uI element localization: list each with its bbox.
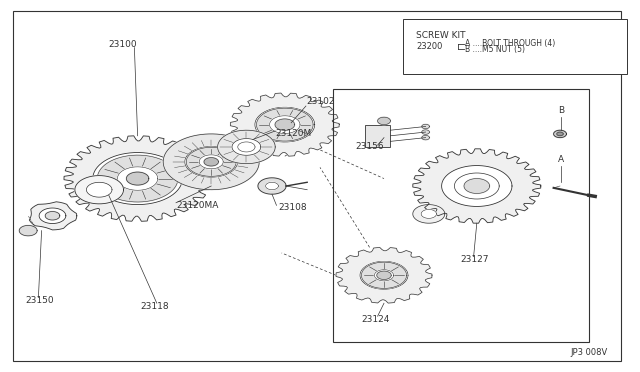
Polygon shape [86,182,112,197]
Polygon shape [557,132,563,136]
Text: 23124: 23124 [362,315,390,324]
Text: B ....M5 NUT (5): B ....M5 NUT (5) [465,45,525,54]
Polygon shape [93,153,182,205]
Bar [333,89,589,342]
Polygon shape [413,149,541,223]
Polygon shape [75,176,124,204]
Polygon shape [374,270,394,281]
Bar [403,19,627,74]
Text: A ....BOLT THROUGH (4): A ....BOLT THROUGH (4) [465,39,556,48]
Text: 23127: 23127 [461,255,490,264]
Polygon shape [257,108,313,141]
Text: SCREW KIT: SCREW KIT [416,31,465,40]
Polygon shape [118,167,157,190]
Polygon shape [422,130,429,134]
Polygon shape [238,142,255,152]
Polygon shape [232,139,261,155]
Polygon shape [19,225,37,236]
Polygon shape [64,136,211,221]
Text: 23200: 23200 [416,42,442,51]
Polygon shape [255,107,315,142]
Text: 23100: 23100 [109,39,138,48]
Polygon shape [464,179,490,193]
Text: A: A [558,155,564,164]
Text: JP3 008V: JP3 008V [570,348,607,357]
Polygon shape [360,262,408,289]
Polygon shape [199,155,223,169]
Text: B: B [558,106,564,115]
Polygon shape [454,173,499,199]
Polygon shape [336,247,432,303]
Text: 23120M: 23120M [275,129,312,138]
Bar [365,125,390,147]
Polygon shape [45,212,60,220]
Polygon shape [127,172,148,185]
Polygon shape [377,271,391,279]
Polygon shape [258,178,286,194]
Text: 23108: 23108 [278,203,307,212]
Polygon shape [269,116,300,134]
Polygon shape [163,134,259,190]
Polygon shape [362,262,406,288]
Polygon shape [378,117,390,125]
Text: 23118: 23118 [141,302,170,311]
Polygon shape [275,119,294,130]
Polygon shape [97,155,178,202]
Polygon shape [413,205,445,223]
Text: 23150: 23150 [26,296,54,305]
Polygon shape [29,202,77,230]
Polygon shape [186,147,236,176]
Polygon shape [442,166,512,206]
Polygon shape [218,130,275,164]
Text: 23120MA: 23120MA [176,201,218,210]
Polygon shape [554,130,566,138]
Text: 23102: 23102 [306,97,335,106]
Polygon shape [230,93,339,156]
Polygon shape [422,135,429,140]
Polygon shape [185,147,237,177]
Polygon shape [266,182,278,190]
Polygon shape [204,158,218,166]
Polygon shape [421,209,436,218]
Text: 23156: 23156 [355,142,384,151]
Polygon shape [422,124,429,129]
Polygon shape [39,208,66,224]
